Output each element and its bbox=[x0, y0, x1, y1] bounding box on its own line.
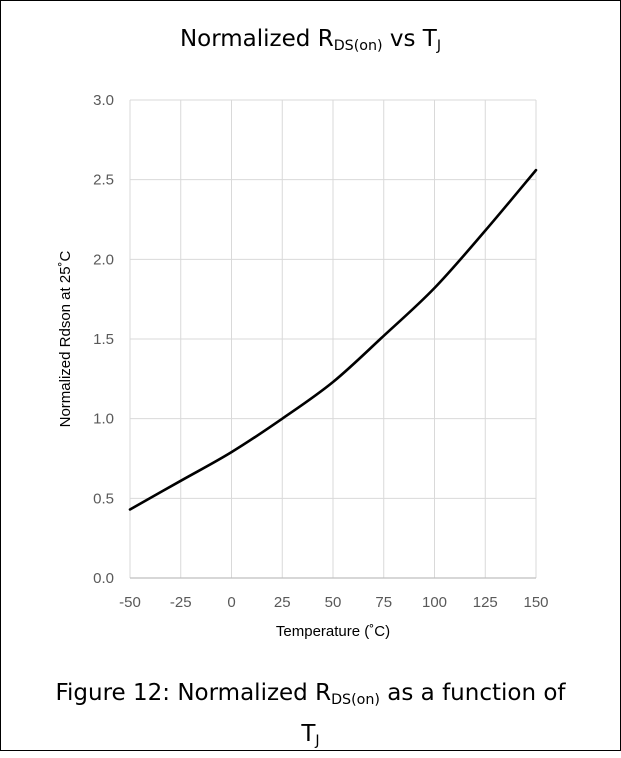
caption-line-2: TJ bbox=[0, 717, 621, 758]
chart-title-vs-text: vs T bbox=[382, 26, 437, 52]
x-tick-label: 25 bbox=[274, 594, 291, 611]
chart-title-text: Normalized R bbox=[179, 26, 334, 52]
y-tick-label: 1.0 bbox=[93, 411, 114, 428]
x-tick-labels: -50 -25 0 25 50 75 100 125 150 bbox=[119, 594, 548, 611]
series-line bbox=[128, 168, 538, 511]
x-tick-label: 100 bbox=[422, 594, 447, 611]
x-tick-label: 0 bbox=[227, 594, 235, 611]
x-tick-label: 75 bbox=[375, 594, 392, 611]
y-tick-label: 1.5 bbox=[93, 331, 114, 348]
caption-line-1: Figure 12: Normalized RDS(on) as a funct… bbox=[0, 676, 621, 717]
x-tick-label: 50 bbox=[325, 594, 342, 611]
x-tick-label: 150 bbox=[523, 594, 548, 611]
y-tick-label: 0.0 bbox=[93, 570, 114, 587]
x-tick-label: -25 bbox=[170, 594, 192, 611]
caption-text: Figure 12: Normalized R bbox=[55, 680, 332, 706]
caption-subscript: DS(on) bbox=[331, 691, 380, 708]
figure-caption: Figure 12: Normalized RDS(on) as a funct… bbox=[0, 676, 621, 758]
y-tick-label: 2.0 bbox=[93, 251, 114, 268]
caption-tj-text: T bbox=[301, 720, 316, 747]
y-axis-label: Normalized Rdson at 25˚C bbox=[57, 250, 74, 427]
caption-suffix: as a function of bbox=[379, 680, 566, 706]
x-tick-label: 125 bbox=[473, 594, 498, 611]
horizontal-gridlines bbox=[130, 99, 536, 499]
series-layer bbox=[128, 168, 538, 511]
chart-title-subscript: DS(on) bbox=[333, 37, 383, 54]
x-axis-label: Temperature (˚C) bbox=[276, 623, 390, 640]
y-tick-label: 2.5 bbox=[93, 172, 114, 189]
y-tick-labels: 0.0 0.5 1.0 1.5 2.0 2.5 3.0 bbox=[93, 92, 114, 587]
caption-tj-subscript: J bbox=[315, 732, 320, 749]
chart-title: Normalized RDS(on) vs TJ bbox=[0, 26, 621, 54]
y-tick-label: 0.5 bbox=[93, 490, 114, 507]
x-tick-label: -50 bbox=[119, 594, 141, 611]
y-tick-label: 3.0 bbox=[93, 92, 114, 109]
chart-title-subscript-j: J bbox=[436, 37, 442, 54]
